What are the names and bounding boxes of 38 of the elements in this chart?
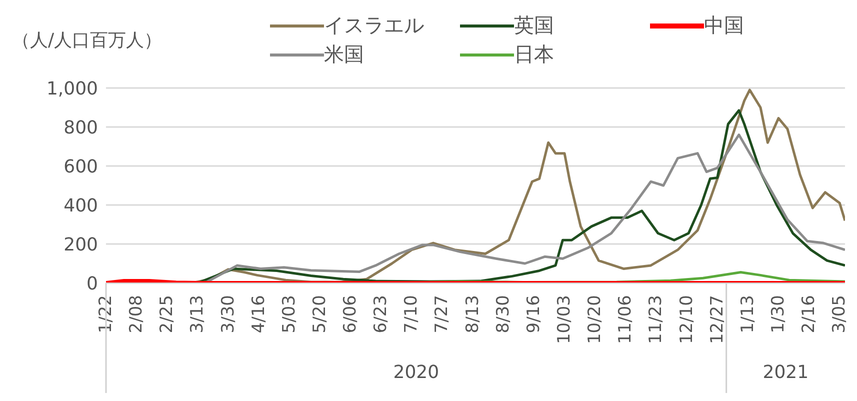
x-tick-label: 10/20 <box>585 295 606 344</box>
legend-label: イスラエル <box>324 12 424 39</box>
x-tick-label: 2/16 <box>799 295 820 334</box>
y-tick-label: 400 <box>64 195 98 216</box>
x-tick-label: 11/23 <box>646 295 666 344</box>
legend-label: 日本 <box>514 41 554 68</box>
y-tick-label: 0 <box>86 273 98 294</box>
x-tick-label: 3/30 <box>218 295 238 334</box>
x-tick-label: 4/16 <box>248 295 269 334</box>
y-tick-label: 1,000 <box>46 78 98 100</box>
x-tick-label: 7/27 <box>432 295 452 334</box>
text: 2020 <box>392 362 440 383</box>
y-tick-label: 200 <box>64 234 98 256</box>
legend-label: 中国 <box>704 12 744 39</box>
text: 2021 <box>762 362 810 383</box>
x-tick-label: 7/10 <box>402 295 422 334</box>
x-tick-label: 9/16 <box>524 295 544 334</box>
x-tick-label: 1/30 <box>768 295 788 334</box>
y-axis-title: （人/人口百万人） <box>12 29 162 52</box>
x-tick-label: 3/05 <box>830 295 850 334</box>
x-tick-label: 5/03 <box>279 295 300 334</box>
y-tick-label: 600 <box>64 156 98 178</box>
legend-label: 英国 <box>514 12 554 39</box>
x-tick-label: 6/23 <box>371 295 392 334</box>
x-tick-label: 3/13 <box>188 295 208 334</box>
x-tick-label: 11/06 <box>616 295 636 344</box>
legend-label: 米国 <box>324 41 364 68</box>
x-tick-label: 2/25 <box>157 295 178 334</box>
x-tick-label: 10/03 <box>554 295 575 344</box>
x-tick-label: 2/08 <box>126 295 147 334</box>
x-tick-label: 8/13 <box>462 295 483 334</box>
x-tick-label: 12/27 <box>707 295 728 344</box>
y-tick-label: 800 <box>64 117 98 138</box>
x-tick-label: 8/30 <box>493 295 514 334</box>
x-tick-label: 6/06 <box>340 295 361 334</box>
x-tick-label: 5/20 <box>310 295 330 334</box>
x-tick-label: 12/10 <box>676 295 697 344</box>
x-tick-label: 1/13 <box>738 295 758 334</box>
